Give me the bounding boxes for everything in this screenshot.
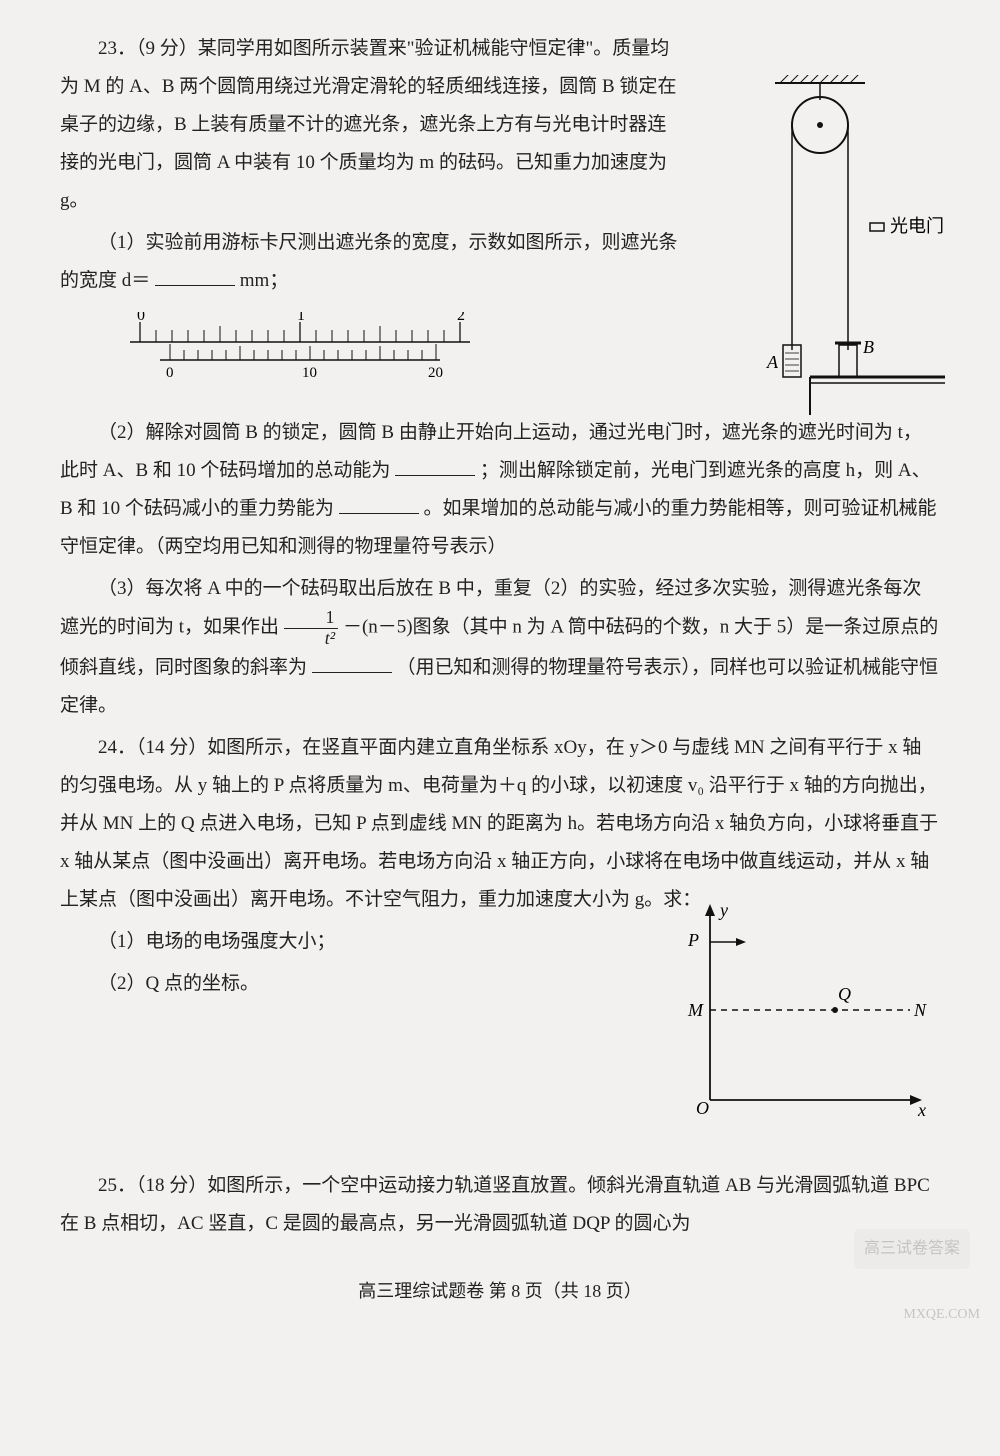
q23-p2: （2）解除对圆筒 B 的锁定，圆筒 B 由静止开始向上运动，通过光电门时，遮光条… xyxy=(60,414,940,566)
svg-text:x: x xyxy=(917,1100,926,1120)
svg-text:B: B xyxy=(863,337,874,357)
q23-p3: （3）每次将 A 中的一个砝码取出后放在 B 中，重复（2）的实验，经过多次实验… xyxy=(60,570,940,725)
q23-p1b: mm； xyxy=(240,270,289,291)
blank-ep xyxy=(339,494,419,514)
blank-ek xyxy=(395,456,475,476)
q25-lead: 25．（18 分）如图所示，一个空中运动接力轨道竖直放置。倾斜光滑直轨道 AB … xyxy=(60,1167,940,1243)
vernier-ruler-figure: 0 1 2 0 10 20 xyxy=(120,312,480,392)
blank-d xyxy=(155,266,235,286)
q24-lead: 24．（14 分）如图所示，在竖直平面内建立直角坐标系 xOy，在 y＞0 与虚… xyxy=(60,729,940,919)
svg-text:0: 0 xyxy=(166,365,174,381)
page-footer: 高三理综试题卷 第 8 页（共 18 页） xyxy=(60,1273,940,1309)
pulley-figure: 光电门 A B xyxy=(715,75,945,415)
svg-text:20: 20 xyxy=(428,365,443,381)
svg-text:A: A xyxy=(766,352,779,372)
svg-text:O: O xyxy=(696,1098,709,1118)
svg-text:y: y xyxy=(718,900,728,920)
watermark-site: MXQE.COM xyxy=(903,1301,980,1329)
svg-text:N: N xyxy=(913,1000,927,1020)
svg-text:2: 2 xyxy=(457,312,465,324)
svg-text:光电门: 光电门 xyxy=(890,216,944,236)
watermark-answers: 高三试卷答案 xyxy=(854,1229,970,1269)
blank-slope xyxy=(312,653,392,673)
fraction-1-t2: 1t² xyxy=(284,608,338,649)
svg-text:P: P xyxy=(687,930,699,950)
svg-text:M: M xyxy=(687,1000,704,1020)
svg-text:Q: Q xyxy=(838,984,851,1004)
svg-text:1: 1 xyxy=(297,312,305,324)
svg-text:0: 0 xyxy=(137,312,145,324)
svg-text:10: 10 xyxy=(302,365,317,381)
q23-p1a: （1）实验前用游标卡尺测出遮光条的宽度，示数如图所示，则遮光条的宽度 d＝ xyxy=(60,232,678,291)
coordinate-figure: y x O P M N Q xyxy=(670,900,930,1120)
